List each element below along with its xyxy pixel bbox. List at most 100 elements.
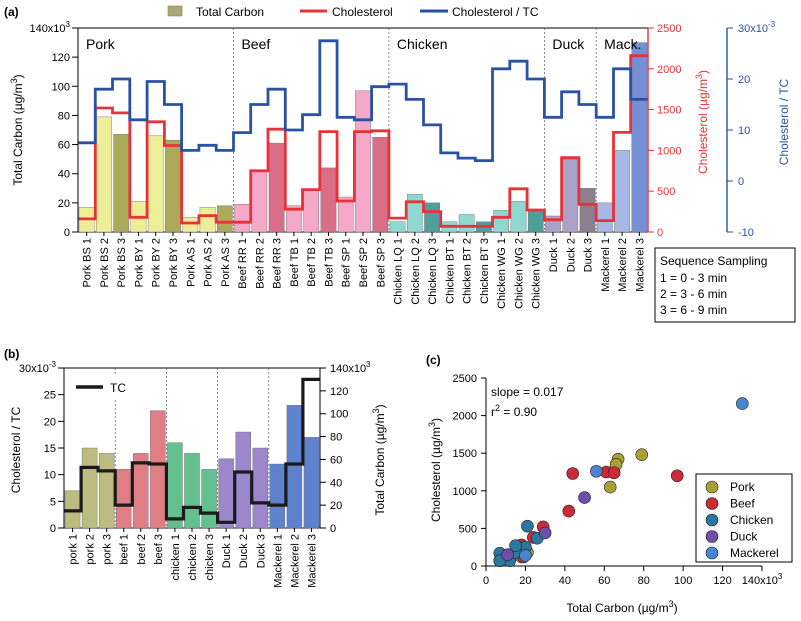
b-category-label: Duck 2 [238, 534, 250, 568]
tc-bar [96, 116, 112, 233]
sequence-sampling-line-3: 3 = 6 - 9 min [660, 303, 727, 317]
ratio-bar [286, 405, 303, 529]
a-left-tick-label: 120 [52, 52, 70, 64]
ratio-bar [201, 469, 217, 529]
tc-bar [510, 201, 527, 233]
legend-label-chicken: Chicken [730, 513, 773, 527]
c-y-tick-label: 500 [459, 523, 477, 535]
tc-bar [596, 202, 613, 233]
panel-c-x-axis-title: Total Carbon (µg/m3) [566, 599, 677, 615]
panel-a-lines [78, 39, 648, 228]
a-category-label: Chicken BT 3 [479, 238, 491, 304]
b-category-label: chicken 1 [170, 534, 182, 580]
b-category-label: beef 3 [153, 534, 165, 565]
point-chicken [509, 539, 522, 552]
point-pork [603, 480, 617, 494]
panel-a-cholesterol-axis-title: Cholesterol (µg/m3) [694, 70, 710, 174]
legend-cholesterol-label: Cholesterol [332, 5, 393, 19]
group-label-bg [548, 33, 591, 53]
panel-a-cholesterol-ticks: 0 500 1000 1500 2000 2500 [648, 23, 681, 239]
panel-b-label: (b) [4, 347, 19, 361]
ratio-bar [235, 431, 251, 529]
point-duck [578, 491, 591, 504]
b-left-tick-label: 25 [44, 390, 56, 402]
ratio-bar [98, 453, 115, 529]
a-right2-tick-label: 20 [738, 74, 750, 86]
panel-a-ratio-ticks: -10 0 10 20 30x10-3 [727, 20, 776, 239]
group-label-bg [237, 33, 280, 53]
a-left-tick-label: 20 [58, 198, 70, 210]
point-mackerel [590, 464, 603, 478]
a-category-label: Beef SP 2 [358, 238, 370, 287]
tc-bar [199, 207, 216, 233]
a-right2-tick-label: 0 [738, 176, 744, 188]
tc-bar [234, 204, 250, 233]
tc-bar [216, 205, 233, 233]
a-left-tick-label: 140x103 [29, 20, 70, 35]
sequence-sampling-line-1: 1 = 0 - 3 min [660, 271, 727, 285]
tc-bar [406, 193, 423, 233]
a-category-label: Chicken LQ 1 [393, 238, 405, 305]
point-duck [538, 526, 552, 540]
ratio-bar [115, 469, 132, 529]
tc-bar [268, 142, 285, 233]
a-left-tick-label: 60 [58, 140, 70, 152]
sequence-sampling-title: Sequence Sampling [660, 254, 767, 268]
tc-bar [458, 214, 475, 233]
a-right-tick-label: 1000 [657, 145, 681, 157]
a-category-label: Mackerel 1 [600, 238, 612, 292]
tc-bar [562, 158, 579, 233]
legend-ratio-label: Cholesterol / TC [452, 5, 539, 19]
panel-c-r2-annotation: r2 = 0.90 [491, 403, 537, 419]
a-category-label: Pork BY 1 [133, 238, 145, 287]
point-chicken [521, 519, 534, 533]
legend-marker-chicken [705, 513, 719, 527]
a-category-label: Duck 1 [548, 238, 560, 272]
ratio-bar [303, 437, 320, 529]
b-left-tick-label: 10 [44, 470, 56, 482]
tc-bar [372, 137, 389, 233]
panel-c-slope-annotation: slope = 0.017 [491, 385, 564, 399]
a-category-label: Beef RR 2 [254, 238, 266, 289]
legend-marker-beef [705, 497, 719, 510]
ratio-bar [133, 453, 149, 529]
legend-marker-pork [705, 480, 719, 494]
b-left-tick-label: 5 [50, 496, 56, 508]
ratio-bar [81, 447, 98, 529]
b-right-tick-label: 80 [330, 432, 342, 444]
panel-a-total-carbon-bars [78, 42, 648, 233]
a-category-label: Duck 3 [583, 238, 595, 272]
panel-c-legend-entries: Pork Beef Chicken Duck Mackerel [705, 480, 779, 560]
group-label-chicken: Chicken [397, 36, 448, 52]
legend-total-carbon-label: Total Carbon [196, 5, 264, 19]
tc-bar [424, 202, 440, 233]
panel-b: (b) 0 5 10 15 20 25 30x10-3 Cholesterol / TC 0… [4, 347, 387, 588]
a-category-label: Chicken WG 1 [496, 238, 508, 309]
point-beef [566, 467, 580, 480]
ratio-step-line [78, 39, 648, 162]
b-left-tick-label: 30x10-3 [19, 360, 57, 375]
panel-b-left-axis-title: Cholesterol / TC [9, 406, 23, 493]
tc-bar [614, 150, 630, 233]
b-left-tick-label: 0 [50, 523, 56, 535]
c-y-tick-label: 0 [471, 561, 477, 573]
b-category-label: beef 2 [136, 534, 148, 565]
point-pork [635, 448, 649, 462]
group-label-mack: Mack. [604, 36, 641, 52]
group-label-beef: Beef [241, 36, 270, 52]
group-label-bg [392, 33, 462, 53]
b-category-label: pork 3 [102, 534, 114, 565]
tc-bar [527, 209, 544, 233]
tc-bar [182, 217, 199, 233]
panel-b-ratio-bars [64, 405, 320, 529]
tc-bar [545, 215, 561, 233]
a-category-label: Beef TB 1 [289, 238, 301, 287]
a-category-label: Chicken WG 2 [513, 238, 525, 309]
tc-bar [165, 139, 181, 233]
legend-label-pork: Pork [730, 480, 756, 494]
panel-a-ratio-axis-title: Cholesterol / TC [777, 78, 791, 165]
a-category-label: Duck 2 [565, 238, 577, 272]
group-label-pork: Pork [86, 36, 116, 52]
group-label-duck: Duck [552, 36, 585, 52]
group-label-bg [82, 33, 125, 53]
